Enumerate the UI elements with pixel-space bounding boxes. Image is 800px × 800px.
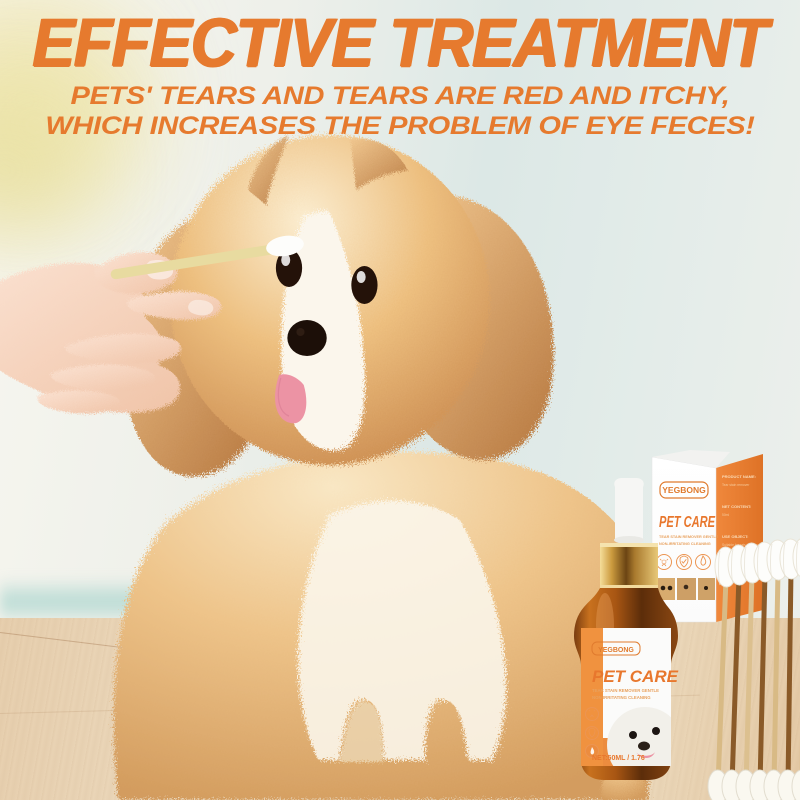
svg-text:USE OBJECT:: USE OBJECT: bbox=[722, 534, 748, 539]
svg-text:TEAR STAIN REMOVER GENTLE: TEAR STAIN REMOVER GENTLE bbox=[592, 688, 659, 693]
svg-text:PET CARE: PET CARE bbox=[659, 514, 715, 531]
svg-text:NON-IRRITATING CLEANING: NON-IRRITATING CLEANING bbox=[659, 542, 711, 546]
svg-text:PET CARE: PET CARE bbox=[592, 667, 679, 686]
svg-text:YEGBONG: YEGBONG bbox=[662, 485, 706, 495]
svg-text:PRODUCT NAME:: PRODUCT NAME: bbox=[722, 474, 756, 479]
svg-text:YEGBONG: YEGBONG bbox=[598, 647, 634, 654]
svg-text:NON-IRRITATING CLEANING: NON-IRRITATING CLEANING bbox=[592, 695, 651, 700]
svg-text:TEAR STAIN REMOVER GENTLE: TEAR STAIN REMOVER GENTLE bbox=[659, 535, 719, 539]
svg-text:NET CONTENT:: NET CONTENT: bbox=[722, 504, 751, 509]
svg-text:NET:50ML / 1.76: NET:50ML / 1.76 bbox=[592, 755, 645, 762]
svg-text:Tear stain remover: Tear stain remover bbox=[722, 483, 750, 487]
svg-text:50ml: 50ml bbox=[722, 513, 729, 517]
